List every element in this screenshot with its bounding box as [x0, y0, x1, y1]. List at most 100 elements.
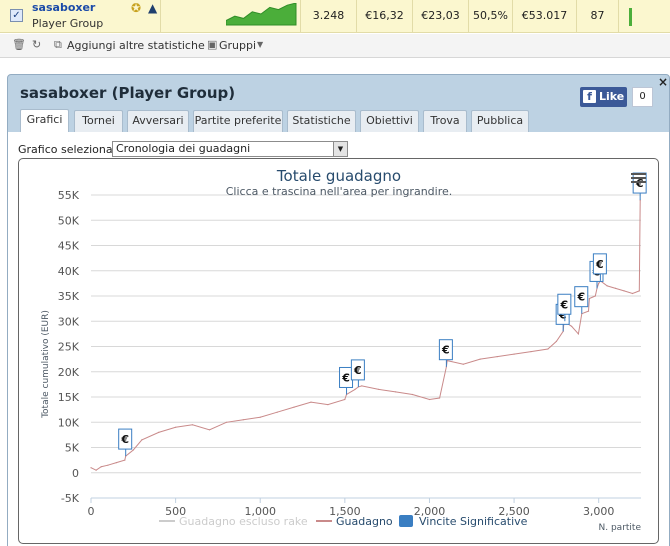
- flag-box: [350, 359, 365, 381]
- earnings-point: [439, 397, 441, 399]
- like-label: Like: [599, 90, 625, 103]
- y-tick-label: 30K: [58, 315, 80, 328]
- panel-title: sasaboxer (Player Group): [20, 84, 236, 102]
- earnings-point: [462, 363, 464, 365]
- earnings-point: [623, 290, 625, 292]
- earnings-series-line: [90, 200, 641, 471]
- chart-subtitle: Clicca e trascina nell'area per ingrandi…: [226, 185, 453, 198]
- chart-selector-value: Cronologia dei guadagni: [116, 142, 251, 155]
- like-count: 0: [632, 87, 653, 107]
- significant-win-flag[interactable]: €: [574, 286, 589, 314]
- earnings-point: [158, 431, 160, 433]
- medal-icon: ✪: [131, 1, 142, 15]
- tab-obiettivi[interactable]: Obiettivi: [360, 110, 419, 132]
- earnings-point: [124, 459, 126, 461]
- flag-label: €: [120, 433, 129, 446]
- flag-label: €: [595, 258, 604, 271]
- y-tick-label: 50K: [58, 214, 80, 227]
- earnings-point: [293, 406, 295, 408]
- earnings-point: [378, 388, 380, 390]
- significant-win-flag[interactable]: €: [350, 359, 365, 387]
- earnings-chart[interactable]: -5K 0 5K 10K 15K 20K 25K 30K 35K 40K 45K 50K 55K 0 500…: [19, 159, 658, 543]
- earnings-point: [90, 467, 92, 469]
- y-tick-label: 15K: [58, 391, 80, 404]
- chevron-down-icon[interactable]: ▼: [333, 142, 347, 156]
- earnings-point: [191, 424, 194, 426]
- close-icon[interactable]: ×: [658, 75, 669, 89]
- chevron-down-icon[interactable]: ▼: [257, 40, 264, 49]
- tab-tornei[interactable]: Tornei: [74, 110, 123, 132]
- earnings-point: [242, 419, 244, 421]
- earnings-point: [141, 439, 143, 441]
- legend-label: Guadagno escluso rake: [179, 515, 308, 528]
- flag-label: €: [558, 308, 567, 321]
- flag-label: €: [576, 291, 585, 304]
- earnings-point: [115, 462, 117, 464]
- significant-win-flag[interactable]: €: [592, 253, 607, 281]
- legend-item[interactable]: Guadagno: [316, 515, 393, 528]
- stat-cell: 50,5%: [468, 0, 512, 33]
- significant-win-flag[interactable]: €: [438, 339, 453, 367]
- earnings-point: [547, 348, 549, 350]
- player-panel: sasaboxer (Player Group) f Like 0 × Grafi…: [7, 74, 670, 546]
- significant-win-flag[interactable]: €: [339, 366, 354, 395]
- profit-sparkline: [226, 3, 297, 26]
- earnings-point: [327, 404, 329, 406]
- x-tick-label: 2,500: [498, 505, 530, 518]
- tab-avversari[interactable]: Avversari: [127, 110, 189, 132]
- copy-icon: ⧉: [54, 38, 62, 51]
- tab-pubblica[interactable]: Pubblica: [471, 110, 529, 132]
- flag-label: €: [353, 364, 362, 377]
- stat-cell: 3.248: [300, 0, 356, 33]
- wizard-hat-icon: ▲: [148, 1, 158, 15]
- earnings-point: [361, 385, 363, 387]
- save-icon: ▣: [207, 38, 218, 51]
- chart-selector[interactable]: Cronologia dei guadagni ▼: [112, 141, 348, 157]
- refresh-icon[interactable]: ↻: [32, 38, 42, 51]
- legend-label: Guadagno: [336, 515, 393, 528]
- stat-cell: 87: [576, 0, 618, 33]
- earnings-point: [107, 464, 109, 466]
- tab-statistiche[interactable]: Statistiche: [287, 110, 356, 132]
- select-checkbox[interactable]: ✓: [10, 9, 23, 22]
- significant-win-flag[interactable]: €: [557, 293, 572, 322]
- y-tick-label: 25K: [58, 341, 80, 354]
- earnings-point: [428, 398, 431, 401]
- legend-item[interactable]: Vincite Significative: [399, 515, 528, 528]
- y-axis-title: Totale cumulativo (EUR): [41, 310, 51, 419]
- facebook-like-button[interactable]: f Like: [580, 87, 627, 107]
- earnings-point: [411, 393, 414, 396]
- earnings-point: [631, 292, 634, 295]
- add-stats-link[interactable]: Aggiungi altre statistiche: [67, 39, 205, 52]
- menu-icon[interactable]: [631, 173, 646, 183]
- y-tick-label: 10K: [58, 416, 80, 429]
- y-tick-label: 55K: [58, 189, 80, 202]
- flag-label: €: [560, 298, 569, 311]
- chart-container[interactable]: -5K 0 5K 10K 15K 20K 25K 30K 35K 40K 45K 50K 55K 0 500…: [18, 158, 659, 544]
- earnings-point: [588, 297, 591, 300]
- groups-dropdown[interactable]: Gruppi: [219, 39, 257, 52]
- earnings-point: [208, 429, 211, 431]
- earnings-point: [95, 469, 97, 471]
- trash-icon[interactable]: 🗑: [12, 38, 26, 51]
- legend-label: Vincite Significative: [419, 515, 528, 528]
- earnings-point: [606, 285, 608, 287]
- significant-win-flag[interactable]: €: [118, 428, 133, 457]
- earnings-point: [344, 398, 346, 401]
- player-name-link[interactable]: sasaboxer: [32, 1, 96, 14]
- tab-partite-preferite[interactable]: Partite preferite: [193, 110, 283, 132]
- row-spacer-cell: [160, 0, 226, 33]
- earnings-point: [598, 282, 600, 284]
- x-tick-label: 3,000: [583, 505, 615, 518]
- earnings-point: [276, 411, 278, 413]
- flag-box: [557, 293, 572, 315]
- earnings-point: [496, 356, 498, 358]
- legend-item[interactable]: Guadagno escluso rake: [159, 515, 308, 528]
- chart-title: Totale guadagno: [276, 167, 401, 185]
- stat-cell: €53.017: [512, 0, 576, 33]
- tab-trova[interactable]: Trova: [423, 110, 467, 132]
- tab-grafici[interactable]: Grafici: [20, 109, 69, 133]
- facebook-icon: f: [583, 90, 596, 103]
- player-row: ✓ sasaboxer Player Group ✪ ▲ 3.248 €16,3…: [0, 0, 670, 33]
- stat-cell: €23,03: [412, 0, 468, 33]
